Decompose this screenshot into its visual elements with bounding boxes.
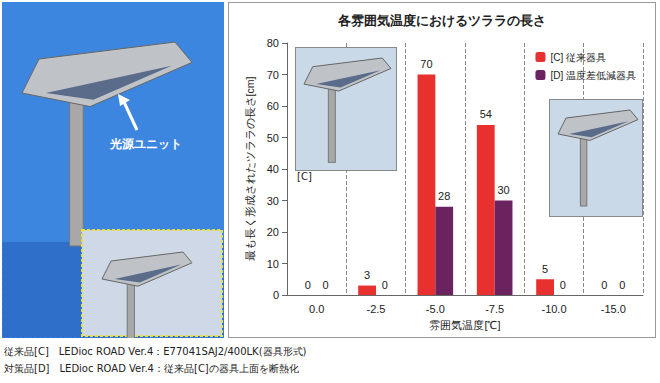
svg-text:0: 0 bbox=[273, 289, 279, 301]
svg-text:5: 5 bbox=[542, 263, 548, 275]
svg-text:-2.5: -2.5 bbox=[367, 303, 386, 315]
svg-text:54: 54 bbox=[480, 108, 492, 120]
svg-text:0.0: 0.0 bbox=[309, 303, 324, 315]
svg-text:-5.0: -5.0 bbox=[426, 303, 445, 315]
svg-text:60: 60 bbox=[267, 100, 279, 112]
html-text:[C]: [C] bbox=[297, 171, 312, 182]
svg-text:[D] 温度差低減器具: [D] 温度差低減器具 bbox=[550, 70, 636, 81]
svg-text:40: 40 bbox=[267, 163, 279, 175]
svg-text:28: 28 bbox=[438, 190, 450, 202]
svg-text:0: 0 bbox=[305, 279, 311, 291]
svg-text:0: 0 bbox=[619, 279, 625, 291]
svg-text:70: 70 bbox=[420, 58, 432, 70]
svg-text:80: 80 bbox=[267, 37, 279, 49]
svg-text:70: 70 bbox=[267, 69, 279, 81]
svg-text:-10.0: -10.0 bbox=[541, 303, 566, 315]
html-text:従来品[C] LEDioc ROAD Ver.4：E7704: 従来品[C] LEDioc ROAD Ver.4：E77041SAJ2/400L… bbox=[4, 346, 307, 357]
svg-text:50: 50 bbox=[267, 132, 279, 144]
html-text:対策品[D] LEDioc ROAD Ver.4：従来品[C: 対策品[D] LEDioc ROAD Ver.4：従来品[C]の器具上面を断熱化 bbox=[4, 363, 299, 374]
svg-text:-15.0: -15.0 bbox=[601, 303, 626, 315]
svg-text:30: 30 bbox=[267, 195, 279, 207]
svg-text:光源ユニット: 光源ユニット bbox=[109, 137, 182, 151]
svg-text:0: 0 bbox=[323, 279, 329, 291]
svg-text:[C] 従来器具: [C] 従来器具 bbox=[550, 52, 606, 63]
svg-text:0: 0 bbox=[560, 279, 566, 291]
svg-text:30: 30 bbox=[497, 184, 509, 196]
svg-text:3: 3 bbox=[364, 269, 370, 281]
svg-text:最も長く形成されたツララの長さ[cm]: 最も長く形成されたツララの長さ[cm] bbox=[244, 77, 256, 262]
svg-text:20: 20 bbox=[267, 226, 279, 238]
svg-text:0: 0 bbox=[382, 279, 388, 291]
svg-text:-7.5: -7.5 bbox=[485, 303, 504, 315]
svg-text:0: 0 bbox=[601, 279, 607, 291]
svg-text:各雰囲気温度におけるツララの長さ: 各雰囲気温度におけるツララの長さ bbox=[337, 13, 546, 28]
svg-text:雰囲気温度[℃]: 雰囲気温度[℃] bbox=[429, 319, 500, 331]
svg-text:10: 10 bbox=[267, 258, 279, 270]
